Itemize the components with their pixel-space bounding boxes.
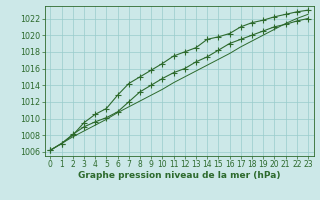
X-axis label: Graphe pression niveau de la mer (hPa): Graphe pression niveau de la mer (hPa): [78, 171, 280, 180]
